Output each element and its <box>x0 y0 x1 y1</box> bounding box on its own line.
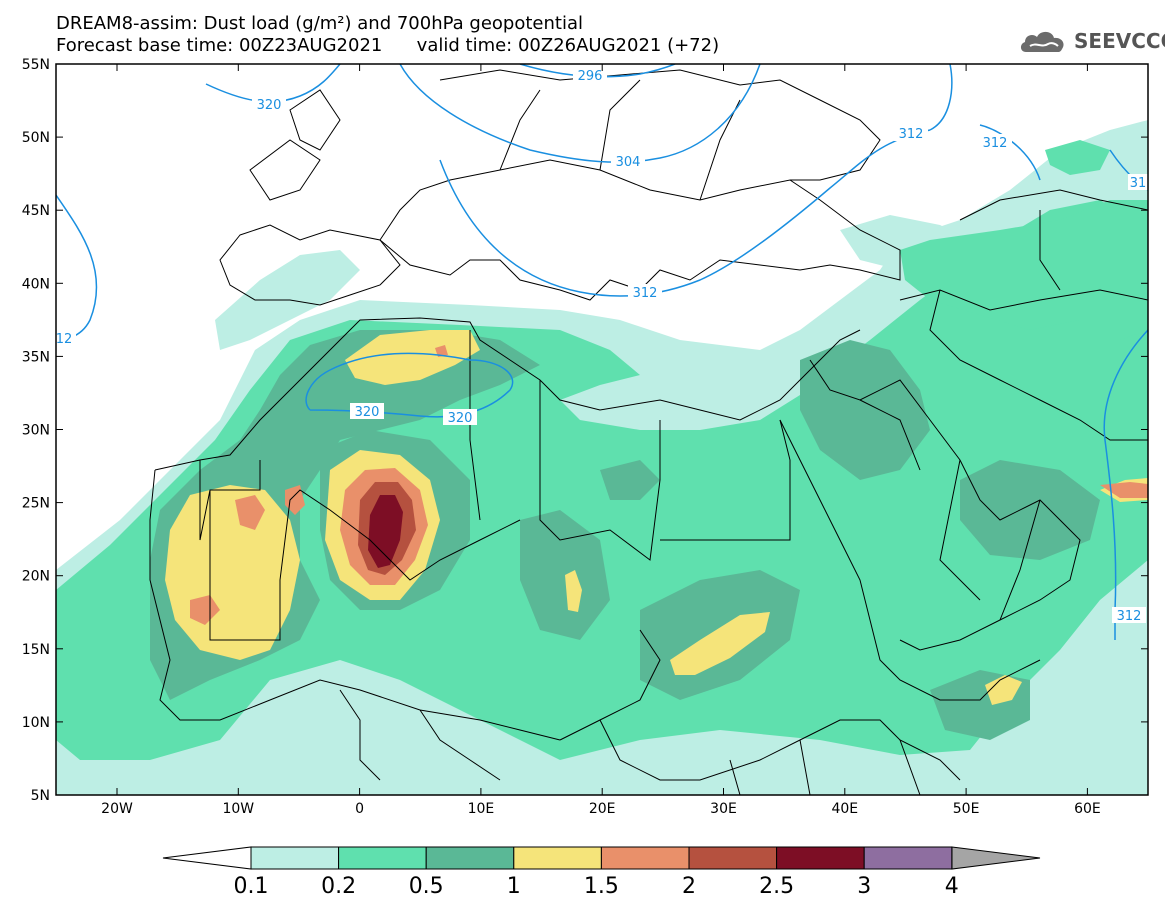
contour-labels: 320 296 304 312 312 31 12 320 320 312 31… <box>56 67 1148 624</box>
lat-label: 25N <box>22 496 50 512</box>
lon-label: 50E <box>953 801 980 817</box>
colorbar-low-arrow <box>162 846 252 870</box>
map-title: DREAM8-assim: Dust load (g/m²) and 700hP… <box>56 13 583 34</box>
contour-label: 312 <box>628 284 662 301</box>
colorbar-label: 4 <box>945 874 959 899</box>
contour-label: 312 <box>894 125 928 142</box>
lat-label: 5N <box>31 788 50 804</box>
colorbar-label: 3 <box>857 874 871 899</box>
lon-label: 0 <box>355 801 364 817</box>
lat-label: 30N <box>22 423 50 439</box>
lon-label: 10W <box>222 801 254 817</box>
svg-text:320: 320 <box>257 98 282 113</box>
longitude-axis: 20W 10W 0 10E 20E 30E 40E 50E 60E <box>101 64 1101 817</box>
lat-label: 50N <box>22 130 50 146</box>
lat-label: 35N <box>22 349 50 365</box>
colorbar: 0.1 0.2 0.5 1 1.5 2 2.5 3 4 <box>162 846 1041 899</box>
lat-label: 55N <box>22 57 50 73</box>
colorbar-box <box>863 846 953 870</box>
contour-label: 31 <box>1128 174 1148 191</box>
svg-text:312: 312 <box>633 286 658 301</box>
lat-label: 10N <box>22 715 50 731</box>
lon-label: 20E <box>589 801 616 817</box>
lon-label: 10E <box>468 801 495 817</box>
cloud-icon <box>1020 31 1064 52</box>
colorbar-label: 1 <box>507 874 521 899</box>
lat-label: 15N <box>22 642 50 658</box>
colorbar-label: 0.2 <box>321 874 356 899</box>
lon-label: 40E <box>831 801 858 817</box>
forecast-time-subtitle: Forecast base time: 00Z23AUG2021 valid t… <box>56 35 720 56</box>
colorbar-box <box>688 846 778 870</box>
svg-text:12: 12 <box>56 332 73 347</box>
colorbar-box <box>338 846 427 870</box>
colorbar-label: 2.5 <box>759 874 794 899</box>
seevccc-logo: SEEVCCC <box>1018 26 1165 56</box>
svg-text:312: 312 <box>899 127 924 142</box>
latitude-axis: 55N 50N 45N 40N 35N 30N 25N 20N 15N 10N 5N <box>22 57 1148 804</box>
contour-label: 320 <box>350 403 384 420</box>
contour-label: 312 <box>1112 607 1146 624</box>
svg-text:312: 312 <box>983 136 1008 151</box>
contour-label: 304 <box>611 153 645 170</box>
lon-label: 20W <box>101 801 133 817</box>
svg-text:31: 31 <box>1130 176 1147 191</box>
svg-text:304: 304 <box>616 155 641 170</box>
contour-label: 12 <box>56 330 76 347</box>
lat-label: 20N <box>22 569 50 585</box>
svg-text:320: 320 <box>355 405 380 420</box>
colorbar-label: 2 <box>682 874 696 899</box>
lon-label: 30E <box>710 801 737 817</box>
lon-label: 60E <box>1074 801 1101 817</box>
colorbar-box <box>600 846 690 870</box>
contour-label: 312 <box>978 134 1012 151</box>
colorbar-box <box>513 846 602 870</box>
lat-label: 45N <box>22 203 50 219</box>
colorbar-box <box>425 846 515 870</box>
colorbar-label: 0.1 <box>234 874 269 899</box>
dust-level-7 <box>368 495 403 568</box>
colorbar-high-arrow <box>951 846 1041 870</box>
contour-label: 296 <box>573 67 607 84</box>
colorbar-label: 0.5 <box>409 874 444 899</box>
colorbar-box <box>250 846 340 870</box>
contour-label: 320 <box>443 409 477 426</box>
dust-load-field <box>56 120 1148 795</box>
svg-text:320: 320 <box>448 411 473 426</box>
svg-text:312: 312 <box>1117 609 1142 624</box>
coastlines-and-borders <box>149 69 1148 795</box>
lat-label: 40N <box>22 276 50 292</box>
colorbar-box <box>776 846 865 870</box>
logo-text: SEEVCCC <box>1074 29 1165 53</box>
svg-text:296: 296 <box>578 69 603 84</box>
colorbar-label: 1.5 <box>584 874 619 899</box>
contour-label: 320 <box>252 96 286 113</box>
